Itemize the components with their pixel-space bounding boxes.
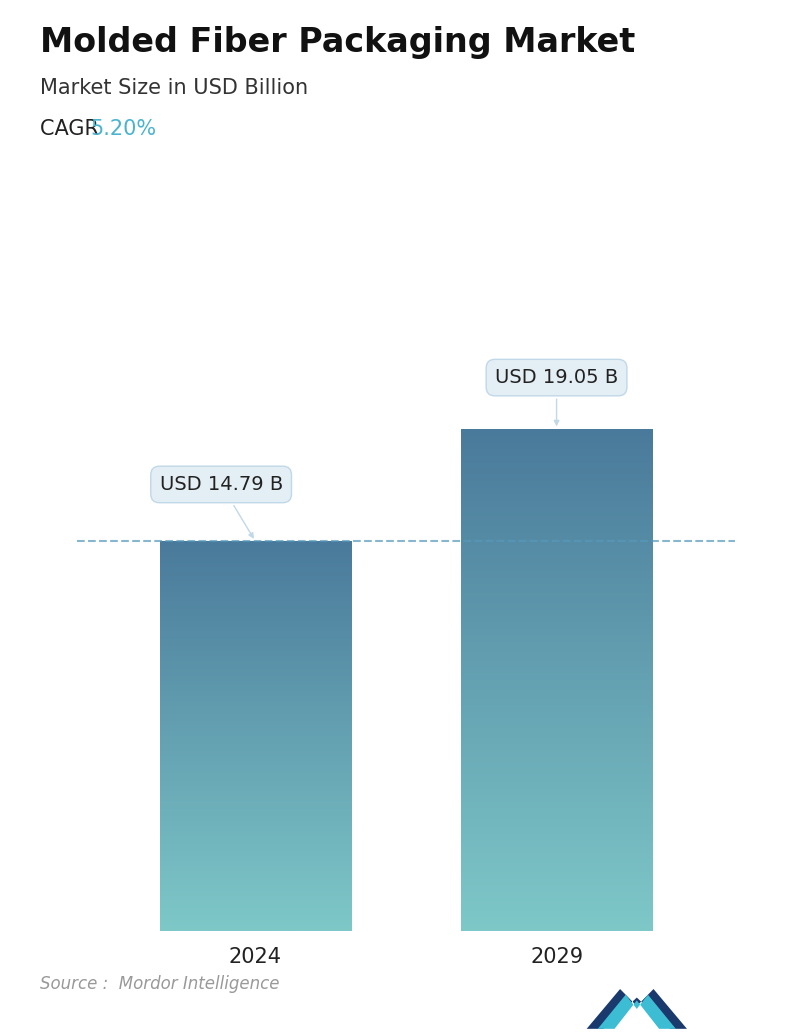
Polygon shape (598, 995, 676, 1029)
Text: CAGR: CAGR (40, 119, 105, 139)
Polygon shape (587, 989, 687, 1029)
Text: Market Size in USD Billion: Market Size in USD Billion (40, 78, 308, 97)
Text: Molded Fiber Packaging Market: Molded Fiber Packaging Market (40, 26, 635, 59)
Text: 5.20%: 5.20% (90, 119, 156, 139)
Text: USD 19.05 B: USD 19.05 B (495, 368, 618, 425)
Text: Source :  Mordor Intelligence: Source : Mordor Intelligence (40, 975, 279, 993)
Text: USD 14.79 B: USD 14.79 B (159, 475, 283, 538)
